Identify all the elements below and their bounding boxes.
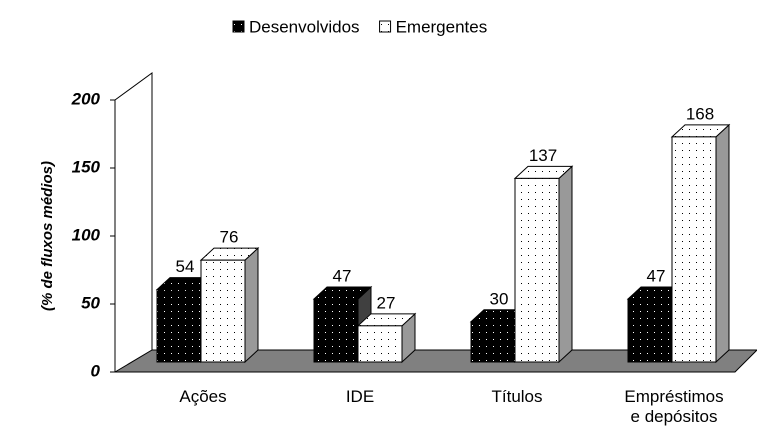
bar-front — [627, 298, 673, 363]
bar-side — [715, 123, 730, 364]
y-tick-label: 200 — [71, 89, 101, 108]
bar — [312, 285, 373, 364]
value-label: 76 — [220, 228, 239, 247]
bar-side — [558, 165, 573, 364]
y-axis-title: (% de fluxos médios) — [39, 161, 56, 311]
x-tick-label: IDE — [346, 387, 374, 406]
bar-side — [244, 247, 259, 364]
legend-label: Desenvolvidos — [249, 17, 360, 36]
y-tick-label: 150 — [72, 157, 101, 176]
value-label: 27 — [377, 293, 396, 312]
bar-front — [313, 298, 359, 363]
y-tick-label: 0 — [91, 361, 101, 380]
back-wall — [114, 72, 153, 372]
y-tick-label: 50 — [81, 293, 100, 312]
bar — [199, 247, 260, 364]
x-tick-label: Ações — [179, 387, 226, 406]
value-label: 30 — [490, 289, 509, 308]
value-label: 47 — [333, 267, 352, 286]
x-tick-label: Títulos — [491, 387, 542, 406]
bar-front — [156, 289, 202, 363]
value-label: 168 — [686, 104, 714, 123]
value-label: 47 — [647, 267, 666, 286]
y-tick-label: 100 — [72, 225, 101, 244]
legend-swatch — [232, 20, 245, 33]
bar — [670, 123, 731, 364]
x-tick-label: Empréstimos e depósitos — [624, 387, 723, 426]
bar-front — [671, 136, 717, 363]
bar — [356, 312, 417, 364]
legend-swatch — [379, 20, 392, 33]
bar-front — [200, 259, 246, 363]
legend-label: Emergentes — [396, 17, 488, 36]
bar-front — [357, 325, 403, 363]
bar-front — [514, 177, 560, 363]
value-label: 137 — [529, 146, 557, 165]
floor — [113, 349, 757, 373]
value-label: 54 — [176, 257, 195, 276]
bar — [513, 165, 574, 364]
bar-front — [470, 321, 516, 363]
